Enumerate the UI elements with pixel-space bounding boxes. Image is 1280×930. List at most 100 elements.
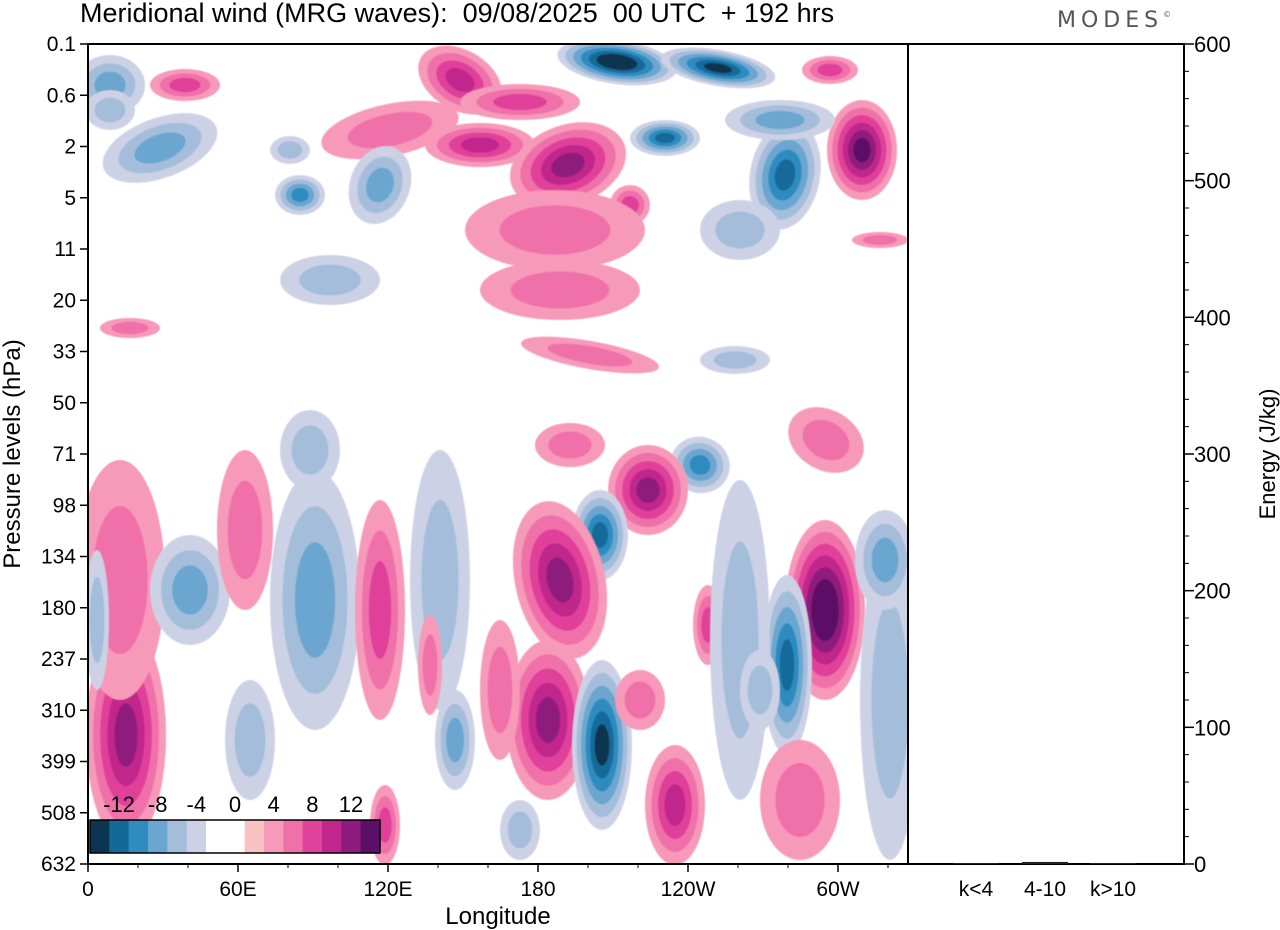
positive-wind-anomaly xyxy=(615,670,665,730)
negative-wind-anomaly xyxy=(700,200,780,260)
modes-logo: MODES© xyxy=(1057,8,1172,33)
contour-level xyxy=(299,264,361,296)
y-tick-label: 508 xyxy=(41,802,76,825)
contour-level xyxy=(291,425,329,475)
colorbar-frame xyxy=(89,819,381,854)
positive-wind-anomaly xyxy=(418,615,442,715)
contour-level xyxy=(169,77,201,93)
energy-tick-label: 0 xyxy=(1194,852,1206,877)
contour-level xyxy=(548,431,592,459)
contour-level xyxy=(445,68,475,92)
colorbar-swatch xyxy=(283,820,304,853)
negative-wind-anomaly xyxy=(630,120,700,156)
positive-wind-anomaly xyxy=(321,100,459,160)
y-tick-label: 50 xyxy=(53,392,76,415)
y-tick-label: 310 xyxy=(41,699,76,722)
contour-level xyxy=(94,97,126,123)
energy-axis: 0 100 200 300 400 500 600 xyxy=(1184,32,1231,877)
colorbar-swatch xyxy=(244,820,265,853)
colorbar-swatch xyxy=(302,820,323,853)
positive-wind-anomaly xyxy=(535,423,605,467)
negative-wind-anomaly xyxy=(660,47,776,89)
y-tick-label: 33 xyxy=(53,341,76,364)
positive-wind-anomaly xyxy=(480,260,640,320)
contour-level xyxy=(551,152,585,178)
positive-wind-anomaly xyxy=(480,620,520,760)
energy-tick-label: 200 xyxy=(1194,579,1231,604)
negative-wind-anomaly xyxy=(150,535,230,645)
y-tick-label: 71 xyxy=(53,443,76,466)
y-tick-label: 0.6 xyxy=(47,84,76,107)
contour-level xyxy=(547,343,633,367)
contour-level xyxy=(499,205,611,255)
colorbar-label: 0 xyxy=(229,792,241,817)
y-tick-label: 237 xyxy=(41,648,76,671)
energy-category-label: k<4 xyxy=(959,878,994,901)
negative-wind-anomaly xyxy=(280,255,380,305)
contour-level xyxy=(295,542,335,658)
y-tick-label: 98 xyxy=(53,494,76,517)
chart-title: Meridional wind (MRG waves): 09/08/2025 … xyxy=(80,0,835,28)
energy-axis-label: Energy (J/kg) xyxy=(1255,389,1280,520)
contour-level xyxy=(604,57,630,67)
negative-wind-anomaly xyxy=(500,800,540,860)
y-tick-label: 632 xyxy=(41,853,76,876)
negative-wind-anomaly xyxy=(749,120,821,230)
contour-level xyxy=(775,763,825,837)
negative-wind-anomaly xyxy=(270,470,360,730)
longitude-axis: 0 60E 120E 180 120W 60W xyxy=(82,864,889,901)
colorbar-label: -4 xyxy=(187,792,207,817)
contour-level xyxy=(378,807,392,843)
negative-wind-anomaly xyxy=(275,175,325,215)
positive-wind-anomaly xyxy=(150,69,220,101)
contour-level xyxy=(636,477,660,503)
positive-wind-anomaly xyxy=(852,232,908,248)
positive-wind-anomaly xyxy=(217,450,273,610)
positive-wind-anomaly xyxy=(512,501,608,659)
y-tick-label: 0.1 xyxy=(47,33,76,56)
contour-level xyxy=(366,167,394,203)
contour-level xyxy=(510,271,610,309)
colorbar-swatch xyxy=(90,820,110,853)
colorbar-swatch xyxy=(148,820,168,853)
energy-tick-label: 100 xyxy=(1194,715,1231,740)
positive-wind-anomaly xyxy=(355,500,405,720)
x-tick-label: 120W xyxy=(661,878,716,901)
contour-level xyxy=(715,211,765,249)
contour-level xyxy=(713,351,757,369)
contour-level xyxy=(774,159,796,191)
positive-wind-anomaly xyxy=(509,122,627,208)
colorbar-label: 4 xyxy=(268,792,280,817)
energy-plot-frame xyxy=(907,43,1185,865)
colorbar-swatch xyxy=(225,820,246,853)
contour-level xyxy=(816,591,834,629)
colorbar-label: -8 xyxy=(148,792,168,817)
contour-level xyxy=(817,63,843,77)
negative-wind-anomaly xyxy=(102,113,218,183)
contour-level xyxy=(368,561,392,659)
energy-bar xyxy=(1090,863,1136,864)
y-tick-label: 2 xyxy=(64,136,76,159)
wind-field xyxy=(88,44,908,864)
colorbar-swatch xyxy=(128,820,149,853)
contour-level xyxy=(853,137,871,163)
energy-bar xyxy=(953,863,999,864)
contour-level xyxy=(134,132,186,164)
contour-level xyxy=(802,419,850,461)
energy-tick-label: 500 xyxy=(1194,169,1231,194)
contour-level xyxy=(460,137,500,153)
positive-wind-anomaly xyxy=(802,56,858,84)
colorbar-swatch xyxy=(109,820,130,853)
positive-wind-anomaly xyxy=(521,336,659,374)
negative-wind-anomaly xyxy=(88,550,109,690)
positive-wind-anomaly xyxy=(645,745,705,864)
contour-level xyxy=(114,703,138,767)
negative-wind-anomaly xyxy=(860,540,908,860)
positive-wind-anomaly xyxy=(827,100,897,200)
colorbar-swatch xyxy=(186,820,207,853)
contour-level xyxy=(172,565,208,615)
positive-wind-anomaly xyxy=(608,445,688,535)
y-tick-label: 11 xyxy=(54,238,76,261)
contour-level xyxy=(664,784,686,826)
contour-level xyxy=(277,141,303,159)
